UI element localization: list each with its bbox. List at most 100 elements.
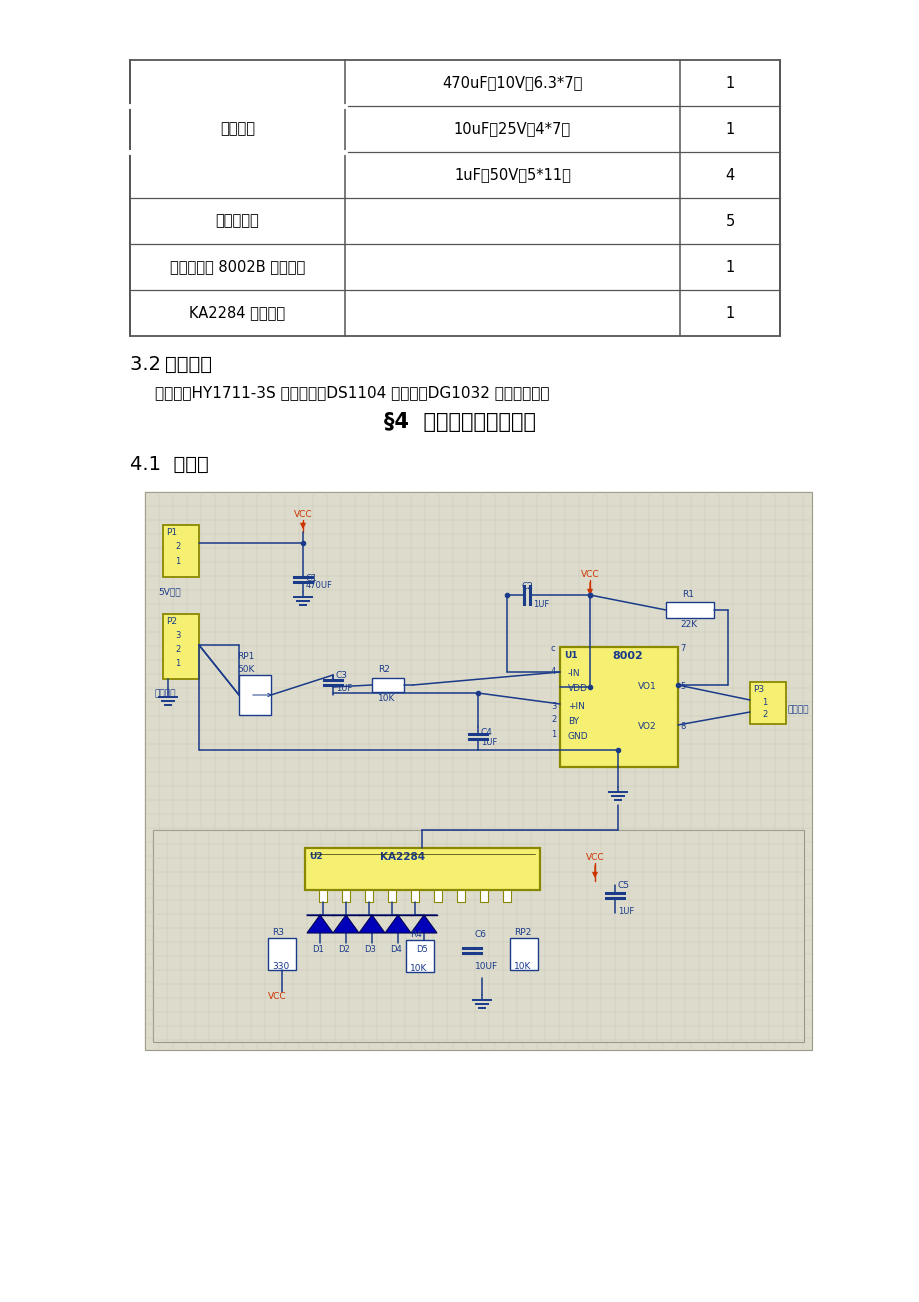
Text: U2: U2 [309,852,323,861]
Bar [480,891,487,902]
Bar [342,891,349,902]
Text: 4: 4 [550,667,556,676]
Text: 1: 1 [724,259,734,275]
Text: 1uF（50V，5*11）: 1uF（50V，5*11） [454,168,571,182]
Bar [319,891,326,902]
Text: c: c [550,644,555,654]
Text: D4: D4 [390,945,402,954]
Text: 7: 7 [679,644,685,654]
Text: R3: R3 [272,928,284,937]
Text: 万用表、HY1711-3S 直流电源、DS1104 示波器、DG1032 函数发生器。: 万用表、HY1711-3S 直流电源、DS1104 示波器、DG1032 函数发… [154,385,549,400]
Text: RP2: RP2 [514,928,530,937]
Bar [405,940,434,973]
Text: 信号输入: 信号输入 [154,689,176,698]
Text: C6: C6 [474,930,486,939]
Bar [371,678,403,691]
Text: 1UF: 1UF [481,738,496,747]
Text: 1: 1 [550,730,556,740]
Text: 50K: 50K [237,665,254,674]
Text: VO1: VO1 [637,682,656,691]
Text: R4: R4 [410,930,422,939]
Polygon shape [333,915,358,934]
Text: 10K: 10K [378,694,395,703]
Bar [749,682,785,724]
Text: 5: 5 [724,214,734,228]
Text: 1: 1 [724,306,734,320]
Text: 330: 330 [272,962,289,971]
Bar [130,60,779,336]
Text: §4  实验原理与元件特性: §4 实验原理与元件特性 [383,411,536,432]
Bar [163,615,199,680]
Polygon shape [307,915,333,934]
Text: 1: 1 [175,659,180,668]
Text: C5: C5 [618,881,630,891]
Text: 4.1  电路图: 4.1 电路图 [130,454,209,474]
Text: VDD: VDD [567,684,587,693]
Text: KA2284 直插芯片: KA2284 直插芯片 [189,306,285,320]
Polygon shape [358,915,384,934]
Text: 8: 8 [679,723,685,730]
Polygon shape [411,915,437,934]
Text: 1: 1 [724,121,734,137]
Text: VCC: VCC [267,992,286,1001]
Bar [365,891,372,902]
Bar [434,891,441,902]
Text: 1UF: 1UF [618,907,633,917]
Text: 10K: 10K [514,962,531,971]
Text: 4: 4 [724,168,734,182]
Text: VCC: VCC [585,853,604,862]
Bar [267,937,296,970]
Text: 10UF: 10UF [474,962,497,971]
Text: 电解电容: 电解电容 [220,121,255,137]
Text: 10uF（25V，4*7）: 10uF（25V，4*7） [453,121,571,137]
Text: P2: P2 [165,617,176,626]
Text: 2: 2 [175,542,180,551]
Text: U1: U1 [563,651,577,660]
Text: RP1: RP1 [237,652,254,661]
Text: 1UF: 1UF [532,600,549,609]
Bar [411,891,418,902]
Text: C2: C2 [520,582,532,591]
Text: +IN: +IN [567,702,584,711]
Text: D3: D3 [364,945,376,954]
Text: 功率放大器 8002B 贴片芯片: 功率放大器 8002B 贴片芯片 [170,259,305,275]
Text: 22K: 22K [679,620,697,629]
Text: 1: 1 [761,698,766,707]
Text: C1: C1 [306,574,318,583]
Bar [153,829,803,1042]
Text: 2: 2 [175,644,180,654]
Text: 2: 2 [550,715,556,724]
Bar [145,492,811,1049]
Text: D2: D2 [337,945,349,954]
Text: KA2284: KA2284 [380,852,425,862]
Text: BY: BY [567,717,578,727]
Text: VO2: VO2 [637,723,656,730]
Bar [560,647,677,767]
Text: 1UF: 1UF [335,684,352,693]
Text: 3.2: 3.2 [130,355,167,374]
Text: -IN: -IN [567,669,580,678]
Text: VCC: VCC [580,570,598,579]
Text: 3: 3 [175,631,180,641]
Text: R1: R1 [681,590,693,599]
Bar [503,891,510,902]
Text: 3: 3 [550,702,556,711]
Text: 1: 1 [175,557,180,566]
Text: 发光二极管: 发光二极管 [215,214,259,228]
Text: 8002: 8002 [611,651,642,661]
Text: D5: D5 [415,945,427,954]
Bar [239,674,271,715]
Text: 470uF（10V，6.3*7）: 470uF（10V，6.3*7） [442,76,582,91]
Bar [665,602,713,618]
Text: 测试仪器: 测试仪器 [165,355,211,374]
Text: P3: P3 [752,685,764,694]
Text: C3: C3 [335,671,347,680]
Text: R2: R2 [378,665,390,674]
Text: 2: 2 [761,710,766,719]
Bar [163,525,199,577]
Text: 声音输出: 声音输出 [788,706,809,715]
Text: 10K: 10K [410,963,427,973]
Text: 5: 5 [679,682,685,691]
Text: 470UF: 470UF [306,581,333,590]
Text: P1: P1 [165,529,177,536]
